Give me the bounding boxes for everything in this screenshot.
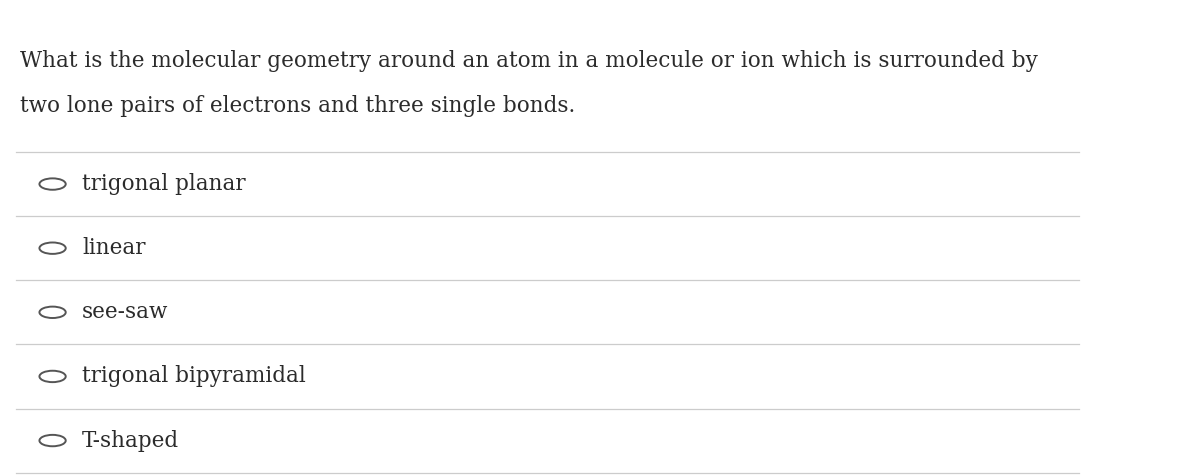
Text: see-saw: see-saw (82, 301, 168, 323)
Text: trigonal planar: trigonal planar (82, 173, 246, 195)
Text: trigonal bipyramidal: trigonal bipyramidal (82, 365, 306, 388)
Text: linear: linear (82, 237, 145, 259)
Text: two lone pairs of electrons and three single bonds.: two lone pairs of electrons and three si… (19, 95, 575, 117)
Text: T-shaped: T-shaped (82, 429, 179, 452)
Text: What is the molecular geometry around an atom in a molecule or ion which is surr: What is the molecular geometry around an… (19, 50, 1038, 72)
